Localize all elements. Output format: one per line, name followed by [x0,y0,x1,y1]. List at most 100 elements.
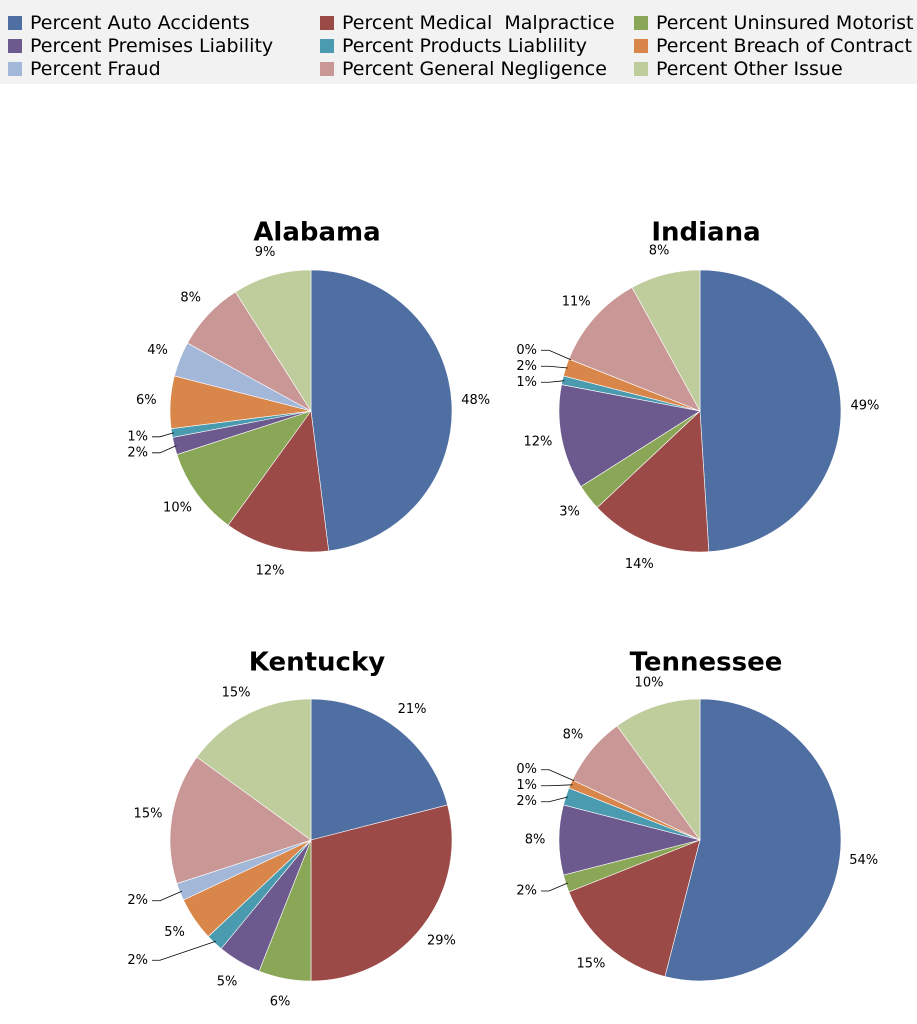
legend-item-products-liability: Percent Products Liablility [320,35,587,57]
data-label: 12% [256,563,285,578]
legend-item-premises-liability: Percent Premises Liability [8,35,273,57]
legend-swatch [8,16,22,30]
leader-line [541,769,575,782]
pie-slice-medical-malpractice [568,839,701,977]
data-label: 5% [217,975,238,990]
legend-swatch [634,62,648,76]
data-label: 54% [849,853,878,868]
data-label: 2% [516,794,537,809]
pie-slice-general-negligence [169,756,312,884]
legend-swatch [8,62,22,76]
legend-swatch [320,62,334,76]
leader-line [152,940,216,961]
data-label: 29% [427,934,456,949]
data-label: 0% [516,343,537,358]
pie-slice-auto-accidents [699,269,842,553]
data-label: 12% [523,434,552,449]
pie-chart-kentucky: Kentucky 21% 29% 6% 5% 2% 5% 2% 15% 15% [127,648,455,1010]
data-label: 0% [516,762,537,777]
leader-line [541,796,568,803]
data-label: 2% [516,359,537,374]
data-label: 8% [649,244,670,259]
legend-label: Percent Other Issue [656,58,843,80]
legend-item-other-issue: Percent Other Issue [634,58,843,80]
legend-label: Percent Premises Liability [30,35,274,57]
data-label: 2% [516,884,537,899]
pie-slice-premises-liability [558,384,701,487]
pie-slice-medical-malpractice [227,410,330,553]
legend-label: Percent Breach of Contract [656,35,912,57]
legend-label: Percent Fraud [30,58,161,80]
leader-line [541,365,568,369]
data-label: 5% [164,925,185,940]
pie-slice-medical-malpractice [596,410,710,553]
data-label: 15% [134,807,163,822]
pie-chart-alabama: Alabama 48% 12% 10% 2%1% 6% 4% 8% 9% [127,218,490,579]
leader-line [541,380,565,383]
pie-slice-auto-accidents [664,698,842,982]
data-label: 15% [222,686,251,701]
leader-line [152,432,174,438]
leader-line [541,784,573,787]
data-label: 49% [850,398,879,413]
legend-swatch [320,39,334,53]
legend-label: Percent Uninsured Motorist [656,12,914,34]
data-label: 11% [562,294,591,309]
data-label: 1% [516,375,537,390]
legend-swatch [8,39,22,53]
data-label: 3% [559,505,580,520]
pie-slice-other-issue [631,269,701,412]
legend: Percent Auto Accidents Percent Premises … [0,0,917,84]
pie-chart-indiana: Indiana 49% 14% 3% 12% 1%2%0% 11% 8% [516,218,879,572]
data-label: 6% [270,995,291,1010]
chart-title: Indiana [651,218,760,248]
pie-slice-auto-accidents [310,698,448,841]
data-label: 10% [635,676,664,691]
chart-title: Tennessee [630,648,783,678]
data-label: 2% [127,893,148,908]
data-label: 6% [136,393,157,408]
legend-swatch [634,16,648,30]
legend-item-general-negligence: Percent General Negligence [320,58,607,80]
pie-slice-medical-malpractice [310,804,453,982]
data-label: 14% [625,557,654,572]
pie-slice-uninsured-motorist [176,410,312,526]
data-label: 48% [461,393,490,408]
pie-slice-other-issue [235,269,312,413]
data-label: 4% [147,343,168,358]
legend-item-uninsured-motorist: Percent Uninsured Motorist [634,12,913,34]
leader-line [152,445,177,454]
data-label: 1% [127,429,148,444]
legend-item-medical-malpractice: Percent Medical Malpractice [320,12,615,34]
data-label: 1% [516,778,537,793]
leader-line [541,349,571,361]
data-label: 21% [398,702,427,717]
data-label: 8% [525,833,546,848]
data-label: 8% [180,291,201,306]
data-label: 15% [576,956,605,971]
data-label: 8% [563,727,584,742]
legend-label: Percent Medical Malpractice [342,12,615,34]
legend-item-auto-accidents: Percent Auto Accidents [8,12,250,34]
leader-line [152,890,182,902]
legend-swatch [634,39,648,53]
data-label: 9% [255,245,276,260]
pie-slice-other-issue [616,698,701,841]
pie-slice-general-negligence [568,287,701,412]
legend-item-breach-of-contract: Percent Breach of Contract [634,35,912,57]
data-label: 2% [127,445,148,460]
chart-title: Kentucky [249,648,385,678]
legend-label: Percent Products Liablility [342,35,587,57]
legend-item-fraud: Percent Fraud [8,58,161,80]
data-label: 2% [127,953,148,968]
legend-label: Percent Auto Accidents [30,12,250,34]
chart-title: Alabama [253,218,380,248]
leader-line [541,882,568,892]
legend-swatch [320,16,334,30]
legend-label: Percent General Negligence [342,58,607,80]
pie-slice-other-issue [196,698,312,841]
pie-slice-auto-accidents [310,269,453,552]
data-label: 10% [163,501,192,516]
